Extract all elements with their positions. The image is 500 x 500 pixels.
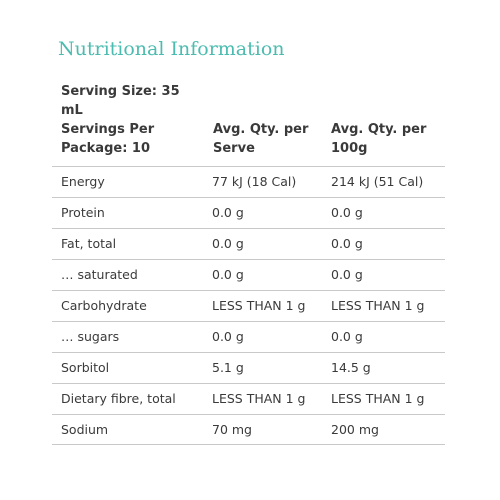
per-serve-value: 5.1 g bbox=[212, 360, 244, 375]
per-100g-value: 0.0 g bbox=[331, 267, 363, 282]
per-serve-value: LESS THAN 1 g bbox=[212, 298, 306, 313]
per-serve-value: LESS THAN 1 g bbox=[212, 391, 306, 406]
per-100g-value: 14.5 g bbox=[331, 360, 371, 375]
column-header-per-serve: Avg. Qty. per Serve bbox=[213, 122, 309, 156]
table-row: Carbohydrate LESS THAN 1 g LESS THAN 1 g bbox=[52, 290, 445, 321]
table-row: Dietary fibre, total LESS THAN 1 g LESS … bbox=[52, 383, 445, 414]
nutrition-table: Energy 77 kJ (18 Cal) 214 kJ (51 Cal) Pr… bbox=[52, 166, 445, 445]
per-100g-value: 0.0 g bbox=[331, 329, 363, 344]
table-row: … saturated 0.0 g 0.0 g bbox=[52, 259, 445, 290]
nutrient-name: Sorbitol bbox=[61, 360, 110, 375]
table-row: Fat, total 0.0 g 0.0 g bbox=[52, 228, 445, 259]
nutrient-name: Dietary fibre, total bbox=[61, 391, 176, 406]
per-serve-value: 0.0 g bbox=[212, 236, 244, 251]
table-row: Energy 77 kJ (18 Cal) 214 kJ (51 Cal) bbox=[52, 166, 445, 197]
per-serve-value: 0.0 g bbox=[212, 329, 244, 344]
serving-size: Serving Size: 35 mL bbox=[61, 84, 180, 118]
table-row: Sorbitol 5.1 g 14.5 g bbox=[52, 352, 445, 383]
per-100g-value: 214 kJ (51 Cal) bbox=[331, 174, 424, 189]
table-row: … sugars 0.0 g 0.0 g bbox=[52, 321, 445, 352]
panel-title: Nutritional Information bbox=[58, 38, 285, 60]
per-100g-value: LESS THAN 1 g bbox=[331, 298, 425, 313]
per-100g-value: 0.0 g bbox=[331, 205, 363, 220]
nutrient-name: Energy bbox=[61, 174, 105, 189]
nutrient-name: Fat, total bbox=[61, 236, 117, 251]
nutrient-name: Protein bbox=[61, 205, 105, 220]
servings-per-package: Servings Per Package: 10 bbox=[61, 122, 155, 156]
per-serve-value: 0.0 g bbox=[212, 267, 244, 282]
nutrient-name: Carbohydrate bbox=[61, 298, 147, 313]
per-100g-value: LESS THAN 1 g bbox=[331, 391, 425, 406]
nutrient-name: … sugars bbox=[61, 329, 120, 344]
table-row: Sodium 70 mg 200 mg bbox=[52, 414, 445, 445]
nutrient-name: … saturated bbox=[61, 267, 138, 282]
per-serve-value: 70 mg bbox=[212, 422, 252, 437]
per-100g-value: 0.0 g bbox=[331, 236, 363, 251]
per-serve-value: 0.0 g bbox=[212, 205, 244, 220]
table-row: Protein 0.0 g 0.0 g bbox=[52, 197, 445, 228]
column-header-per-100g: Avg. Qty. per 100g bbox=[331, 122, 427, 156]
per-serve-value: 77 kJ (18 Cal) bbox=[212, 174, 297, 189]
nutrient-name: Sodium bbox=[61, 422, 109, 437]
per-100g-value: 200 mg bbox=[331, 422, 379, 437]
